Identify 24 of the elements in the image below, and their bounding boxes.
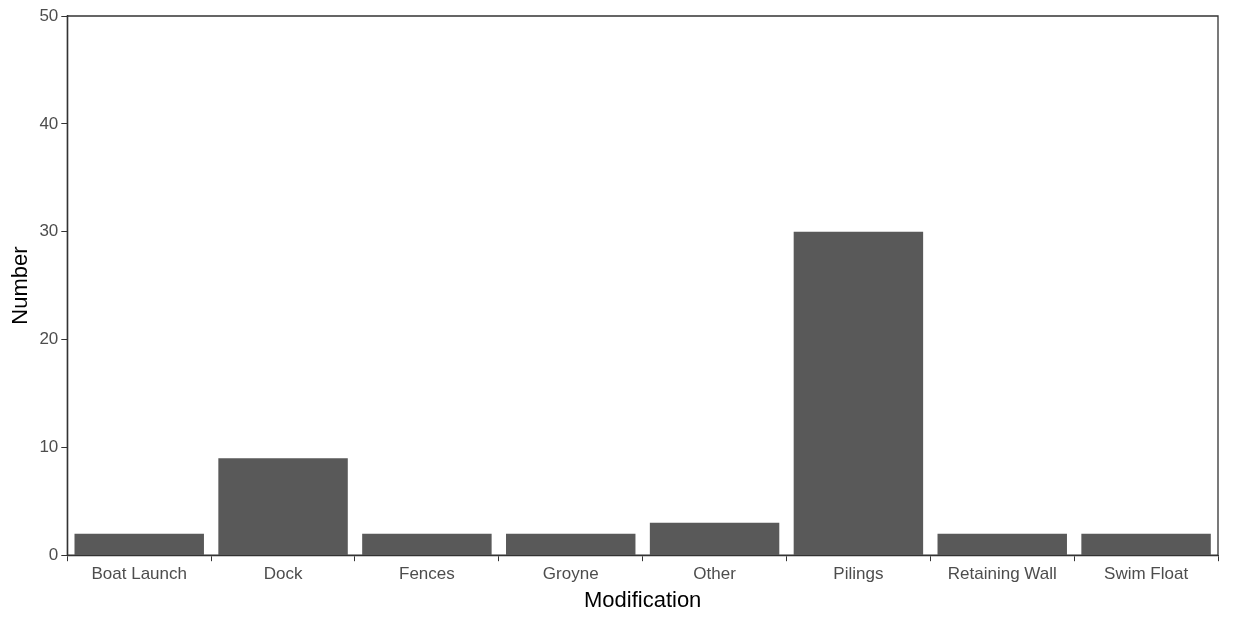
bar — [218, 458, 348, 555]
bar — [649, 522, 780, 555]
x-tick-label: Dock — [263, 564, 303, 584]
y-tick-label: 10 — [39, 437, 59, 457]
x-tick-label: Retaining Wall — [947, 564, 1057, 584]
y-axis-title: Number — [7, 246, 33, 325]
y-tick-label: 50 — [39, 5, 59, 25]
y-tick-label: 40 — [39, 113, 59, 133]
bar — [74, 533, 204, 555]
x-tick-label: Fences — [399, 564, 455, 584]
bar — [793, 231, 924, 555]
x-axis-title: Modification — [583, 586, 702, 612]
x-tick-label: Other — [693, 564, 737, 584]
x-tick-label: Boat Launch — [91, 564, 187, 584]
x-tick-label: Groyne — [542, 564, 599, 584]
bar — [1081, 533, 1211, 555]
x-tick-label: Pilings — [833, 564, 884, 584]
bar — [506, 533, 636, 555]
bar — [937, 533, 1067, 555]
bar — [362, 533, 492, 555]
y-tick-label: 0 — [48, 544, 59, 564]
y-tick-label: 20 — [39, 329, 59, 349]
y-tick-label: 30 — [39, 221, 59, 241]
x-tick-label: Swim Float — [1104, 564, 1189, 584]
